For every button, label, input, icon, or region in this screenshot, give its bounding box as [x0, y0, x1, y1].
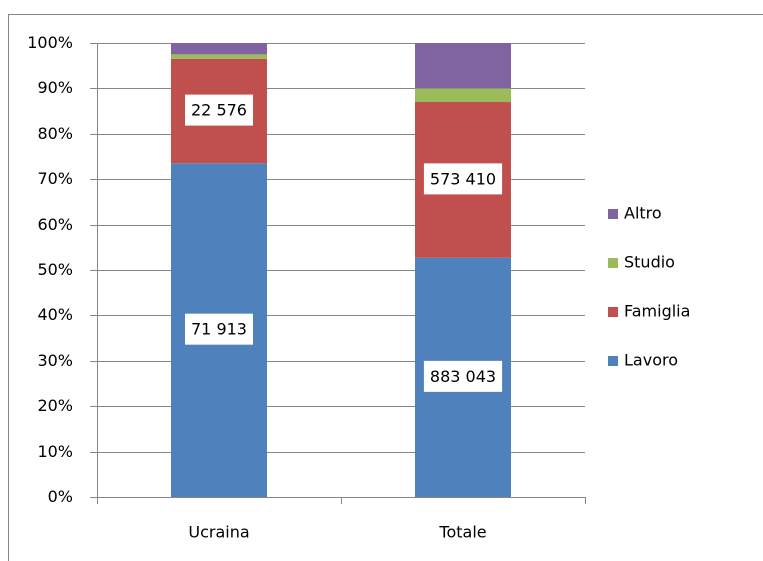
legend-swatch	[608, 307, 618, 317]
y-tick-label: 100%	[27, 33, 73, 52]
legend-swatch	[608, 356, 618, 366]
y-tick-label: 70%	[37, 169, 73, 188]
legend-label: Famiglia	[624, 302, 690, 321]
chart-border	[8, 14, 763, 561]
bar-segment	[171, 54, 267, 59]
legend-label: Lavoro	[624, 351, 678, 370]
bar-segment	[415, 43, 511, 89]
y-tick-label: 40%	[37, 305, 73, 324]
y-tick-label: 80%	[37, 124, 73, 143]
data-label: 22 576	[191, 101, 247, 120]
data-label: 71 913	[191, 320, 247, 339]
y-tick-label: 10%	[37, 442, 73, 461]
data-label: 573 410	[430, 169, 496, 188]
y-tick-label: 20%	[37, 396, 73, 415]
data-label: 883 043	[430, 367, 496, 386]
legend-swatch	[608, 258, 618, 268]
x-tick-label: Ucraina	[188, 523, 249, 542]
y-tick-label: 90%	[37, 78, 73, 97]
legend-label: Altro	[624, 204, 662, 223]
legend-swatch	[608, 209, 618, 219]
data-label-box	[185, 94, 253, 126]
legend-label: Studio	[624, 253, 675, 272]
x-tick-label: Totale	[438, 523, 486, 542]
data-label-box	[423, 163, 503, 195]
bar-segment	[415, 88, 511, 103]
y-tick-label: 0%	[48, 487, 73, 506]
data-label-box	[423, 360, 503, 392]
y-tick-label: 50%	[37, 260, 73, 279]
y-tick-label: 60%	[37, 215, 73, 234]
bar-segment	[171, 43, 267, 55]
data-label-box	[185, 313, 253, 345]
y-tick-label: 30%	[37, 351, 73, 370]
